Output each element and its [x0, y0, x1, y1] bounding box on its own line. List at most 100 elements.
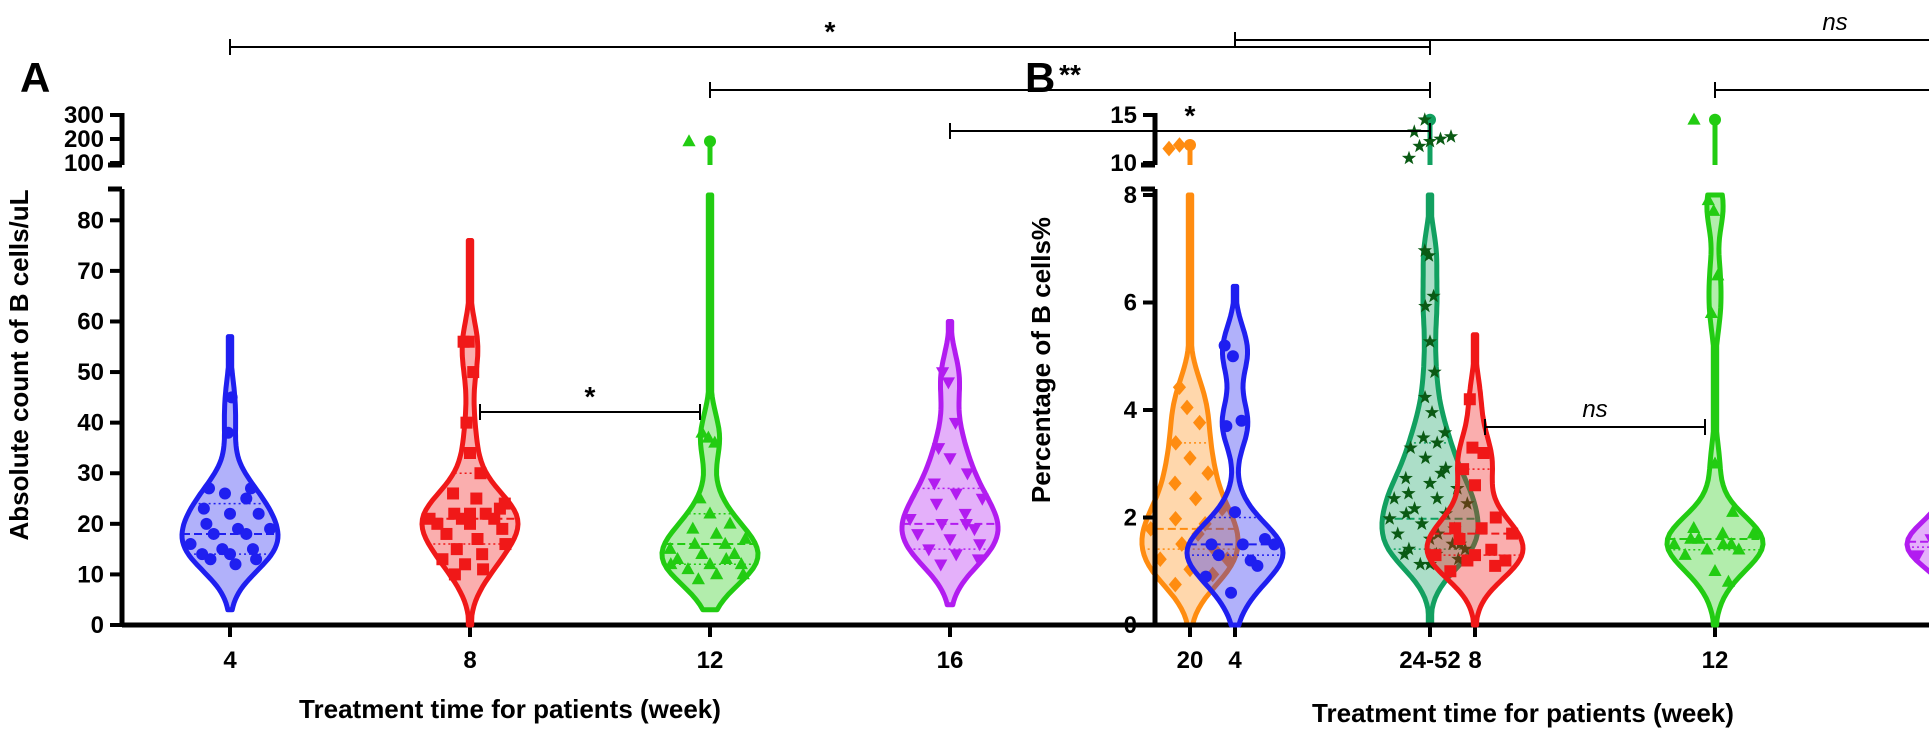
data-point: [1168, 576, 1182, 593]
data-point: [1485, 543, 1498, 556]
data-point: [1924, 534, 1929, 543]
data-point-upper: [1687, 112, 1701, 125]
violin-8: [419, 238, 521, 628]
violin-body: [1379, 192, 1481, 628]
data-point: [1183, 450, 1197, 466]
x-tick-label: 8: [463, 647, 476, 674]
data-point: [1489, 511, 1502, 524]
violin-16: [899, 319, 1001, 608]
significance-label: ns: [1582, 396, 1607, 423]
data-point: [1416, 430, 1431, 444]
data-point: [723, 516, 737, 529]
data-point: [207, 527, 220, 540]
data-point: [943, 534, 957, 547]
data-point: [1430, 435, 1445, 449]
data-point: [941, 377, 955, 390]
data-point: [1206, 566, 1220, 583]
data-point: [971, 554, 986, 567]
data-point: [462, 335, 475, 348]
data-point: [1258, 533, 1271, 545]
data-point-upper: [1412, 138, 1427, 153]
data-point: [1418, 450, 1433, 465]
y-tick-label: 70: [77, 258, 104, 285]
y-tick-label: 0: [1124, 612, 1137, 639]
data-point: [959, 519, 973, 532]
data-point: [1445, 536, 1460, 551]
significance-label: *: [1185, 100, 1196, 131]
data-point: [1183, 561, 1197, 578]
data-point: [1407, 501, 1422, 515]
x-tick-label: 16: [937, 647, 964, 674]
data-point: [695, 546, 709, 559]
data-point: [1444, 565, 1457, 578]
y-tick-label: 40: [77, 410, 104, 437]
violin-4: [179, 334, 281, 613]
data-point-upper: [1417, 112, 1432, 126]
data-point: [922, 544, 936, 557]
y-tick-label: 80: [77, 207, 104, 234]
data-point: [1460, 496, 1475, 510]
data-point: [1403, 440, 1418, 454]
x-tick-label: 24-52: [1399, 647, 1460, 674]
significance-label: *: [585, 381, 596, 412]
data-point: [1708, 564, 1722, 577]
data-point: [1678, 547, 1692, 560]
significance-bracket: ns: [1234, 9, 1929, 48]
data-point: [1180, 399, 1194, 416]
y-tick-label-upper: 15: [1110, 102, 1137, 129]
data-point: [709, 526, 724, 539]
data-point-upper: [1162, 140, 1176, 157]
data-point: [460, 416, 473, 429]
data-point: [464, 447, 476, 459]
y-tick-label: 2: [1124, 505, 1137, 532]
data-point: [1489, 559, 1502, 572]
data-point: [1229, 506, 1241, 519]
data-point: [1716, 526, 1730, 539]
data-point: [1414, 516, 1429, 530]
data-point: [960, 468, 975, 481]
data-point: [1746, 526, 1761, 539]
data-point: [1205, 538, 1218, 551]
data-point: [1466, 441, 1479, 454]
bracket-line: [1234, 32, 1929, 48]
data-point: [459, 558, 472, 571]
data-point: [695, 425, 709, 438]
data-point: [670, 552, 685, 565]
data-point: [200, 517, 213, 530]
data-point: [681, 562, 695, 575]
data-point: [1189, 490, 1203, 507]
data-point: [1390, 526, 1405, 540]
data-point: [464, 507, 476, 520]
x-tick-label: 20: [1177, 647, 1204, 674]
data-point: [1199, 570, 1212, 583]
data-point: [931, 443, 946, 456]
data-point: [1201, 465, 1215, 482]
data-point: [493, 502, 506, 515]
significance-bracket: *: [479, 381, 701, 420]
data-point: [1726, 504, 1740, 517]
data-point: [1707, 203, 1721, 216]
data-point: [903, 513, 917, 526]
data-point: [1398, 470, 1413, 485]
bracket-line: [229, 39, 1431, 55]
bracket-line: [949, 123, 1431, 139]
data-point: [949, 549, 963, 562]
data-point: [1424, 405, 1440, 419]
data-point: [943, 453, 957, 466]
data-point: [1426, 288, 1441, 303]
data-point: [958, 508, 972, 521]
violin-12: [1664, 112, 1766, 628]
data-point: [973, 539, 987, 552]
data-point: [1413, 556, 1428, 571]
x-tick-label: 8: [1468, 647, 1481, 674]
y-tick-label-upper: 100: [64, 150, 104, 177]
y-tick-label-upper: 10: [1110, 150, 1137, 177]
data-point: [663, 541, 677, 554]
data-point: [1212, 549, 1225, 562]
data-point: [447, 487, 460, 500]
violin-12: [659, 134, 761, 613]
significance-label: ns: [1822, 9, 1847, 36]
data-point: [710, 567, 724, 580]
data-point: [224, 548, 236, 561]
data-point: [1667, 537, 1681, 550]
